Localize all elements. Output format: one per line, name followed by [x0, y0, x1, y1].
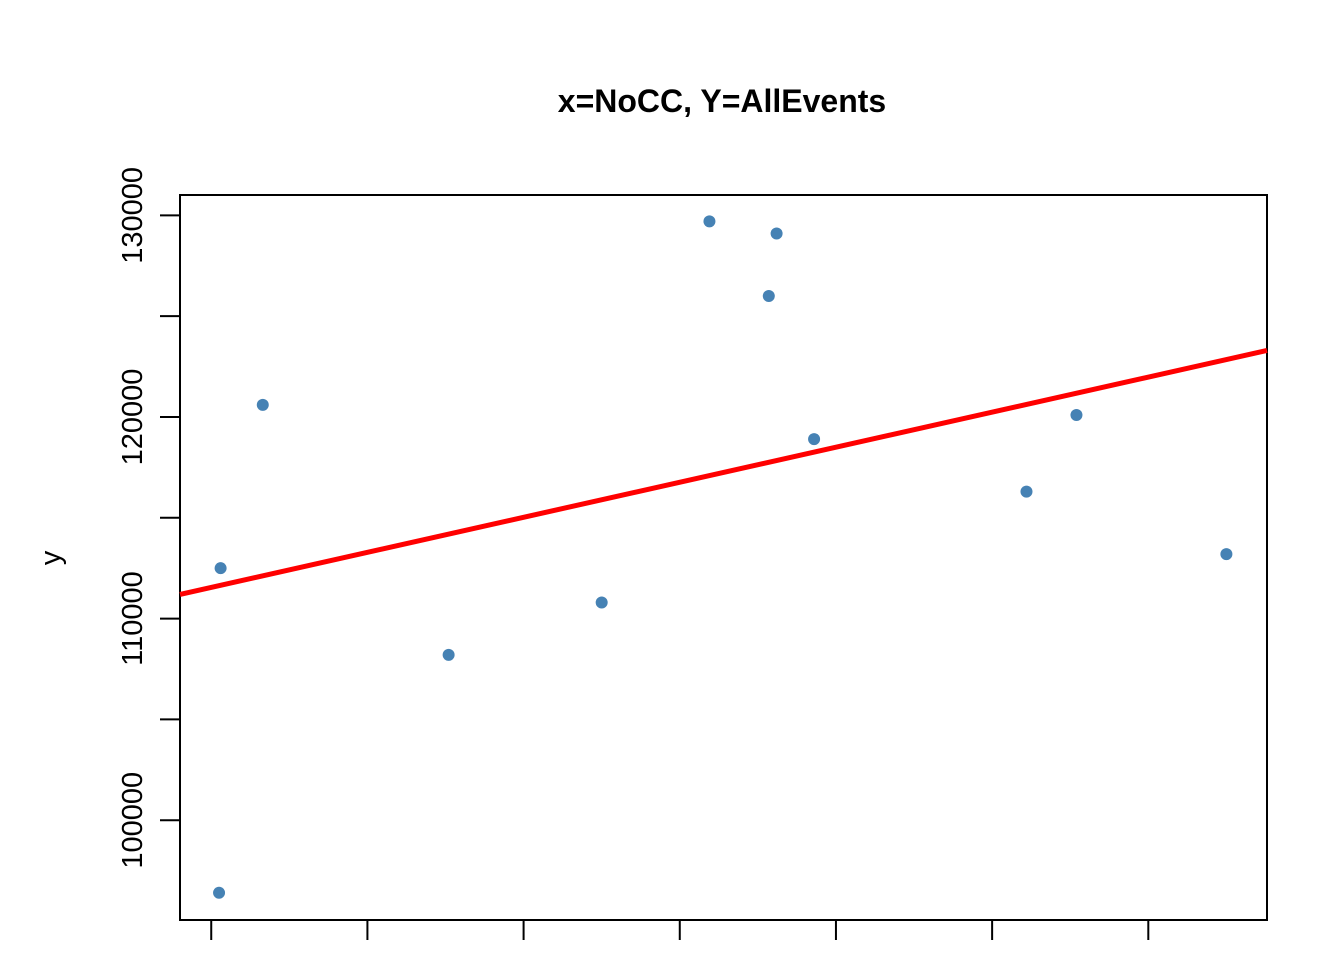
fit-line-layer [179, 348, 1268, 597]
y-tick-label: 100000 [117, 772, 149, 869]
data-point [808, 433, 821, 446]
data-point [214, 562, 227, 575]
data-point [1220, 548, 1233, 561]
data-point [1020, 485, 1033, 498]
data-point [213, 886, 226, 899]
y-axis: 100000 110000 120000 130000 [117, 167, 180, 869]
x-axis [210, 920, 1150, 940]
y-axis-label: y [35, 550, 67, 565]
data-point [442, 648, 455, 661]
data-point [256, 398, 269, 411]
y-tick-label: 130000 [117, 167, 149, 264]
y-tick-label: 120000 [117, 369, 149, 466]
data-point [595, 596, 608, 609]
fit-line [179, 348, 1268, 597]
data-point [703, 215, 716, 228]
data-point [762, 290, 775, 303]
y-tick-label: 110000 [117, 571, 149, 666]
data-point [1070, 408, 1083, 421]
chart-title: x=NoCC, Y=AllEvents [558, 83, 886, 119]
plot-frame [179, 194, 1268, 921]
data-points [213, 215, 1233, 899]
data-point [770, 227, 783, 240]
